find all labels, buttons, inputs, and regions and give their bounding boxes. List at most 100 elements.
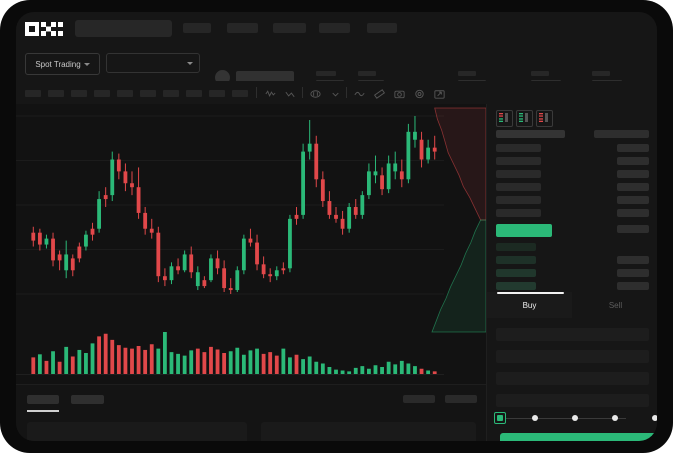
bottom-action-2[interactable]: [445, 395, 477, 403]
fullscreen-icon[interactable]: [433, 87, 446, 99]
orderbook-row-ask-size[interactable]: [617, 183, 649, 191]
order-field-4[interactable]: [496, 394, 649, 407]
orderbook-row-bid[interactable]: [496, 243, 536, 251]
tab-active-underline: [497, 292, 564, 294]
stepper-step-1-active[interactable]: [494, 412, 506, 424]
nav-item-5[interactable]: [367, 23, 397, 33]
tab-buy-label: Buy: [522, 300, 537, 310]
orderbook-row-ask-size[interactable]: [617, 196, 649, 204]
orderbook-row-bid-size[interactable]: [617, 256, 649, 264]
timeframe-9[interactable]: [209, 90, 225, 97]
orderbook-row-ask-size[interactable]: [617, 170, 649, 178]
chart-toolbar: [16, 81, 657, 105]
orderbook-panel: Buy Sell: [486, 104, 657, 441]
chevron-down-icon: [83, 62, 90, 66]
volume-histogram: [16, 332, 444, 375]
instrument-toolbar: Spot Trading: [16, 46, 657, 82]
orderbook-row-ask[interactable]: [496, 196, 541, 204]
nav-item-4[interactable]: [319, 23, 350, 33]
stat-label: [316, 71, 336, 76]
timeframe-1[interactable]: [25, 90, 41, 97]
tab-sell-label: Sell: [608, 300, 623, 310]
order-field-3[interactable]: [496, 372, 649, 385]
timeframe-2-active[interactable]: [48, 90, 64, 97]
orderbook-depth-chart: [426, 104, 486, 339]
orderbook-row-bid[interactable]: [496, 282, 536, 290]
orderbook-row-ask-size[interactable]: [617, 157, 649, 165]
bottom-tab-2[interactable]: [71, 395, 104, 404]
trading-pair-select[interactable]: [106, 53, 200, 73]
stepper-step-4[interactable]: [612, 415, 618, 421]
primary-cta-button[interactable]: [500, 433, 657, 441]
price-chart[interactable]: [16, 104, 486, 384]
timeframe-3[interactable]: [71, 90, 87, 97]
stepper-step-5[interactable]: [652, 415, 657, 421]
orderbook-mode-bids-icon[interactable]: [516, 110, 533, 127]
candlestick-series: [16, 115, 444, 295]
orderbook-row-ask[interactable]: [496, 183, 541, 191]
orderbook-row-ask[interactable]: [496, 209, 541, 217]
orderbook-row-ask[interactable]: [496, 157, 541, 165]
timeframe-6[interactable]: [140, 90, 156, 97]
okx-blocks-logo-icon[interactable]: [25, 22, 65, 36]
indicator-icon[interactable]: [309, 87, 322, 99]
last-price-value: [236, 71, 294, 84]
onboarding-stepper: [486, 410, 657, 426]
stepper-step-3[interactable]: [572, 415, 578, 421]
orderbook-row-ask[interactable]: [496, 144, 541, 152]
chevron-down-icon: [187, 61, 193, 65]
timeframe-4[interactable]: [94, 90, 110, 97]
orderbook-mode-asks-icon[interactable]: [536, 110, 553, 127]
orderbook-row-bid-size[interactable]: [617, 282, 649, 290]
orderbook-last-price-row[interactable]: [496, 224, 552, 237]
bottom-tab-active-underline: [27, 410, 59, 412]
top-header: [16, 12, 657, 47]
settings-gear-icon[interactable]: [413, 87, 426, 99]
tab-buy[interactable]: Buy: [487, 292, 572, 318]
nav-item-3[interactable]: [273, 23, 306, 33]
stat-label: [592, 71, 610, 76]
orderbook-row-ask-size[interactable]: [617, 209, 649, 217]
toolbar-divider: [302, 87, 303, 98]
timeframe-10[interactable]: [232, 90, 248, 97]
bottom-card-1[interactable]: [27, 422, 247, 441]
orderbook-row-bid-size[interactable]: [617, 269, 649, 277]
orderbook-last-price-size[interactable]: [617, 225, 649, 233]
bottom-tab-1[interactable]: [27, 395, 59, 404]
orderbook-row-bid[interactable]: [496, 269, 536, 277]
orderbook-row-ask-size[interactable]: [617, 144, 649, 152]
orderbook-row-ask[interactable]: [496, 170, 541, 178]
toolbar-divider: [256, 87, 257, 98]
nav-item-2[interactable]: [227, 23, 258, 33]
bottom-action-1[interactable]: [403, 395, 435, 403]
stepper-active-fill: [497, 415, 503, 421]
orderbook-mode-both-icon[interactable]: [496, 110, 513, 127]
stepper-step-2[interactable]: [532, 415, 538, 421]
candlestick-chart-icon[interactable]: [264, 87, 277, 99]
search-input[interactable]: [75, 20, 172, 37]
timeframe-7[interactable]: [163, 90, 179, 97]
ruler-icon[interactable]: [373, 87, 386, 99]
nav-item-1[interactable]: [183, 23, 211, 33]
orders-panel: [16, 384, 486, 441]
screen-viewport: Spot Trading: [16, 12, 657, 441]
bottom-card-2[interactable]: [261, 422, 476, 441]
camera-icon[interactable]: [393, 87, 406, 99]
orderbook-header-price: [496, 130, 565, 138]
trading-mode-select[interactable]: Spot Trading: [25, 53, 100, 75]
orderbook-header-size: [594, 130, 649, 138]
timeframe-8[interactable]: [186, 90, 202, 97]
stat-label: [531, 71, 549, 76]
toolbar-divider: [346, 87, 347, 98]
line-chart-icon[interactable]: [284, 87, 297, 99]
wave-indicator-icon[interactable]: [353, 87, 366, 99]
tab-sell[interactable]: Sell: [573, 292, 657, 318]
stat-label: [458, 71, 476, 76]
timeframe-5[interactable]: [117, 90, 133, 97]
chevron-down-icon[interactable]: [329, 87, 342, 99]
orderbook-row-bid[interactable]: [496, 256, 536, 264]
order-form-tabs: Buy Sell: [487, 292, 657, 318]
trading-mode-label: Spot Trading: [35, 59, 81, 69]
order-field-2[interactable]: [496, 350, 649, 363]
order-field-1[interactable]: [496, 328, 649, 341]
